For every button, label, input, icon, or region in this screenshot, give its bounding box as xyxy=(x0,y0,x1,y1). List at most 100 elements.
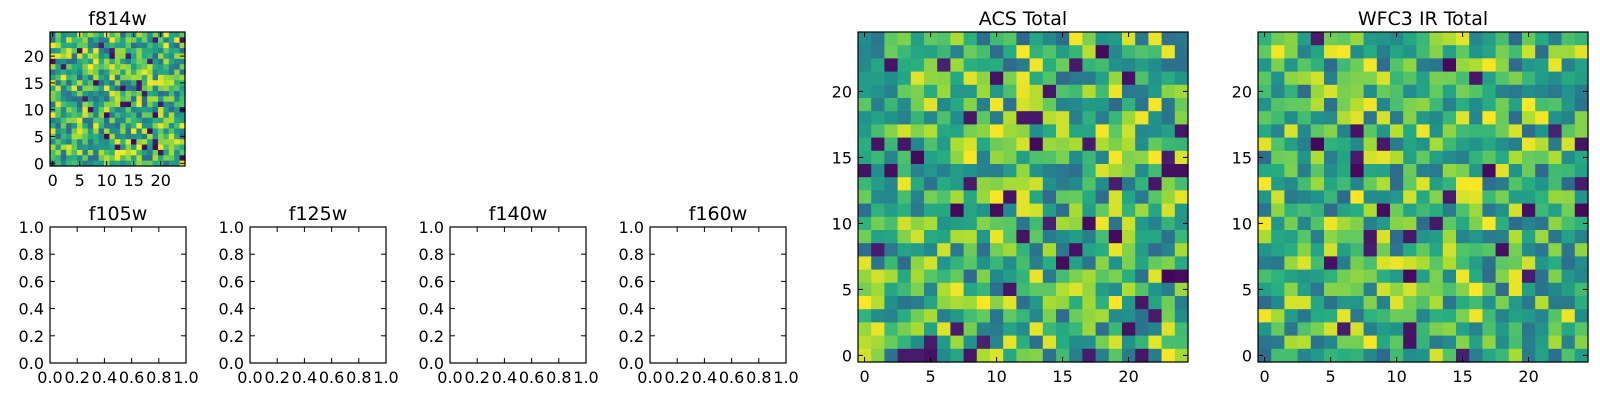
heatmap-cell xyxy=(1363,203,1378,218)
heatmap-cell xyxy=(1324,71,1338,86)
heatmap-cell xyxy=(990,111,1004,125)
heatmap-cell xyxy=(1456,137,1470,152)
axes-frame xyxy=(49,226,187,364)
heatmap-cell xyxy=(884,111,899,125)
heatmap-cell xyxy=(1082,309,1097,323)
heatmap-cell xyxy=(66,48,73,55)
heatmap-cell xyxy=(1350,32,1365,46)
heatmap-cell xyxy=(1574,282,1589,297)
heatmap-cell xyxy=(120,128,127,135)
heatmap-cell xyxy=(1310,124,1325,139)
heatmap-cell xyxy=(1271,322,1285,337)
heatmap-cell xyxy=(937,256,951,271)
heatmap-cell xyxy=(1135,309,1149,323)
heatmap-cell xyxy=(1390,164,1404,178)
heatmap-cell xyxy=(963,203,978,218)
heatmap-cell xyxy=(174,139,181,146)
heatmap-cell xyxy=(937,230,951,244)
heatmap-cell xyxy=(990,203,1004,218)
heatmap-cell xyxy=(141,37,148,44)
heatmap-cell xyxy=(1122,177,1136,191)
x-tick-label: 0.6 xyxy=(719,368,744,387)
heatmap-cell xyxy=(1042,296,1057,310)
heatmap-cell xyxy=(136,90,143,97)
heatmap-cell xyxy=(158,53,164,60)
heatmap-cell xyxy=(71,112,78,119)
heatmap-cell xyxy=(82,112,89,119)
heatmap-cell xyxy=(1095,203,1110,218)
heatmap-cell xyxy=(1548,98,1563,112)
heatmap-cell xyxy=(93,149,100,156)
heatmap-cell xyxy=(125,64,132,71)
heatmap-cell xyxy=(1056,45,1070,59)
heatmap-cell xyxy=(1161,124,1176,139)
heatmap-cell xyxy=(104,128,110,135)
heatmap-cell xyxy=(1508,322,1523,337)
heatmap-cell xyxy=(1258,45,1272,59)
heatmap-cell xyxy=(1135,348,1149,363)
heatmap-cell xyxy=(120,139,127,146)
heatmap-cell xyxy=(1271,203,1285,218)
heatmap-cell xyxy=(93,160,100,167)
heatmap-cell xyxy=(910,309,925,323)
heatmap-cell xyxy=(990,58,1004,73)
heatmap-cell xyxy=(1390,98,1404,112)
heatmap-cell xyxy=(55,123,62,130)
heatmap-cell xyxy=(1042,282,1057,297)
heatmap-cell xyxy=(87,64,94,71)
heatmap-cell xyxy=(120,74,127,81)
heatmap-cell xyxy=(950,269,965,284)
heatmap-cell xyxy=(1429,190,1444,205)
heatmap-cell xyxy=(1337,296,1351,310)
y-tick-label: 0.2 xyxy=(419,327,444,346)
heatmap-cell xyxy=(158,144,164,151)
heatmap-cell xyxy=(1122,58,1136,73)
heatmap-cell xyxy=(1122,203,1136,218)
heatmap-cell xyxy=(82,58,89,65)
heatmap-cell xyxy=(174,53,181,60)
heatmap-cell xyxy=(147,128,154,135)
heatmap-cell xyxy=(924,111,938,125)
heatmap-cell xyxy=(937,269,951,284)
heatmap-cell xyxy=(897,58,912,73)
heatmap-cell xyxy=(858,150,872,165)
heatmap-cell xyxy=(163,133,170,140)
y-tick-label: 0.8 xyxy=(619,245,644,264)
heatmap-cell xyxy=(66,101,73,108)
heatmap-cell xyxy=(1561,150,1576,165)
heatmap-cell xyxy=(1442,71,1457,86)
heatmap-cell xyxy=(1522,256,1536,271)
heatmap-cell xyxy=(120,155,127,162)
heatmap-cell xyxy=(1574,98,1589,112)
heatmap-cell xyxy=(937,282,951,297)
heatmap-cell xyxy=(897,98,912,112)
heatmap-cell xyxy=(82,85,89,92)
heatmap-cell xyxy=(1442,348,1457,363)
heatmap-cell xyxy=(1258,71,1272,86)
heatmap-cell xyxy=(125,37,132,44)
heatmap-cell xyxy=(1148,71,1163,86)
heatmap-cell xyxy=(1442,203,1457,218)
heatmap-cell xyxy=(168,42,175,49)
heatmap-cell xyxy=(1271,256,1285,271)
heatmap-cell xyxy=(1095,84,1110,99)
heatmap-cell xyxy=(141,64,148,71)
heatmap-cell xyxy=(174,80,181,87)
heatmap-cell xyxy=(1403,164,1417,178)
heatmap-cell xyxy=(1082,164,1097,178)
heatmap-cell xyxy=(1416,164,1431,178)
heatmap-cell xyxy=(1574,243,1589,257)
heatmap-cell xyxy=(147,58,154,65)
heatmap-cell xyxy=(1442,150,1457,165)
heatmap-cell xyxy=(897,335,912,350)
heatmap-cell xyxy=(1416,230,1431,244)
heatmap-cell xyxy=(168,123,175,130)
heatmap-cell xyxy=(897,296,912,310)
heatmap-cell xyxy=(1016,124,1031,139)
heatmap-cell xyxy=(158,123,164,130)
heatmap-cell xyxy=(77,80,83,87)
heatmap-cell xyxy=(125,112,132,119)
heatmap-cell xyxy=(87,58,94,65)
